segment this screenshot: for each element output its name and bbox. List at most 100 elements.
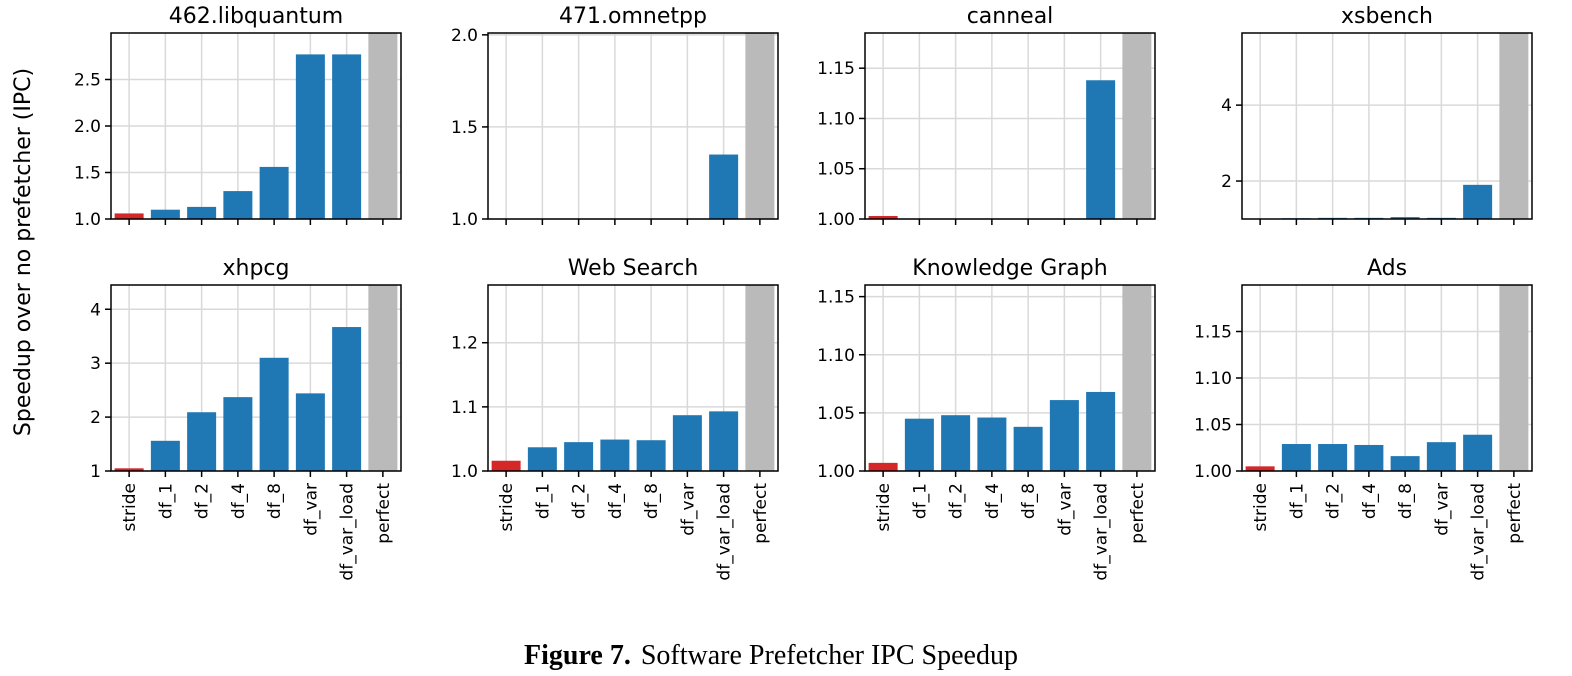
axes-frame <box>110 284 402 472</box>
y-tick-label: 1.2 <box>451 334 478 354</box>
bar-df_1 <box>904 418 934 471</box>
subplot-title: xsbench <box>1341 4 1433 29</box>
y-tick-label: 4 <box>90 300 101 320</box>
bar-perfect <box>1122 33 1152 219</box>
bar-stride <box>114 213 144 219</box>
x-tick-label: df_8 <box>642 483 662 519</box>
bar-df_8 <box>636 440 666 471</box>
y-tick-label: 1.0 <box>74 210 101 230</box>
bar-df_var_load <box>709 411 739 471</box>
subplot-title: 462.libquantum <box>169 4 344 29</box>
y-axis-label: Speedup over no prefetcher (IPC) <box>11 68 36 436</box>
subplot-7: 1.00 1.05 1.10 1.15 stride df_1 df_2 df_4 df_8 df… <box>1194 256 1533 581</box>
bar-df_8 <box>259 166 289 219</box>
bar-df_4 <box>600 439 630 471</box>
subplot-2: 1.00 1.05 1.10 1.15 canneal <box>817 4 1156 230</box>
bar-df_var_load <box>1463 184 1493 219</box>
bar-perfect <box>1499 285 1529 471</box>
bar-df_4 <box>977 417 1007 471</box>
x-tick-label: df_var <box>1432 483 1452 536</box>
subplot-6: 1.00 1.05 1.10 1.15 stride df_1 df_2 df_4 df_8 df… <box>817 256 1156 581</box>
x-tick-label: df_2 <box>570 483 590 519</box>
bar-stride <box>114 468 144 471</box>
x-tick-label: perfect <box>374 483 394 544</box>
axes-frame <box>864 284 1156 472</box>
x-tick-label: df_var_load <box>1092 483 1112 581</box>
bar-df_1 <box>150 440 180 471</box>
subplot-4: 1 2 3 4 stride df_1 df_2 df_4 df_8 df_var df_var_l… <box>90 256 402 581</box>
x-tick-label: df_4 <box>983 483 1003 519</box>
subplot-3: 2 4 xsbench <box>1221 4 1533 225</box>
x-tick-label: df_2 <box>1324 483 1344 519</box>
y-tick-label: 1.1 <box>451 398 478 418</box>
bar-df_4 <box>223 397 253 471</box>
x-tick-label: df_var <box>301 483 321 536</box>
axes-frame <box>487 32 779 220</box>
y-tick-label: 1.5 <box>451 118 478 138</box>
bar-perfect <box>745 285 775 471</box>
x-tick-label: stride <box>1251 483 1271 532</box>
bar-df_var_load <box>332 54 362 219</box>
x-tick-label: df_1 <box>156 483 176 519</box>
y-tick-label: 1.15 <box>817 288 855 308</box>
bar-df_var_load <box>1086 80 1116 219</box>
bar-stride <box>491 460 521 471</box>
subplot-title: xhpcg <box>223 256 290 281</box>
y-tick-label: 2.5 <box>74 71 101 91</box>
bar-df_1 <box>527 447 557 471</box>
subplot-0: 1.0 1.5 2.0 2.5 462.libquantum <box>74 4 402 230</box>
subplot-1: 1.0 1.5 2.0 471.omnetpp <box>451 4 779 230</box>
bar-perfect <box>368 285 398 471</box>
y-tick-label: 1.05 <box>817 160 855 180</box>
x-tick-label: df_8 <box>1019 483 1039 519</box>
bar-df_1 <box>1281 444 1311 471</box>
bar-df_8 <box>1390 456 1420 471</box>
bar-stride <box>1245 466 1275 471</box>
y-tick-label: 4 <box>1221 96 1232 116</box>
bar-df_2 <box>564 442 594 471</box>
x-tick-label: df_8 <box>1396 483 1416 519</box>
y-tick-label: 1.00 <box>1194 462 1232 482</box>
y-tick-label: 1.10 <box>1194 369 1232 389</box>
axes-frame <box>1241 32 1533 220</box>
x-tick-label: perfect <box>1505 483 1525 544</box>
bar-df_4 <box>1354 444 1384 471</box>
bar-df_var <box>295 54 325 219</box>
y-tick-label: 1.0 <box>451 210 478 230</box>
bar-df_4 <box>223 191 253 219</box>
x-tick-label: df_1 <box>533 483 553 519</box>
y-tick-label: 1.10 <box>817 109 855 129</box>
bar-df_2 <box>187 412 217 471</box>
bar-perfect <box>1499 33 1529 219</box>
axes-frame <box>487 284 779 472</box>
bar-df_var <box>672 415 702 471</box>
bar-df_2 <box>1318 444 1348 471</box>
y-tick-label: 2.0 <box>74 117 101 137</box>
x-tick-label: df_var_load <box>715 483 735 581</box>
bar-df_2 <box>941 415 971 471</box>
axes-frame <box>864 32 1156 220</box>
bar-stride <box>868 462 898 471</box>
x-tick-label: stride <box>497 483 517 532</box>
subplot-grid: 1.0 1.5 2.0 2.5 462.libquantum 1.0 1.5 2.0 471.o… <box>74 4 1533 581</box>
y-tick-label: 1.15 <box>1194 323 1232 343</box>
bar-df_var <box>295 393 325 471</box>
x-tick-label: df_var <box>678 483 698 536</box>
caption-label: Figure 7. <box>524 640 631 671</box>
x-tick-label: perfect <box>1128 483 1148 544</box>
y-tick-label: 2 <box>1221 172 1232 192</box>
subplot-title: Ads <box>1367 256 1407 281</box>
bar-df_var_load <box>1086 391 1116 471</box>
x-tick-label: df_var <box>1055 483 1075 536</box>
x-tick-label: df_4 <box>229 483 249 519</box>
subplot-title: 471.omnetpp <box>559 4 707 29</box>
x-tick-label: df_2 <box>947 483 967 519</box>
bar-df_8 <box>259 357 289 471</box>
bar-df_var_load <box>332 327 362 471</box>
x-tick-label: df_4 <box>606 483 626 519</box>
x-tick-label: stride <box>120 483 140 532</box>
bar-df_8 <box>1390 217 1420 219</box>
bar-df_var_load <box>1463 434 1493 471</box>
subplot-title: Knowledge Graph <box>912 256 1107 281</box>
